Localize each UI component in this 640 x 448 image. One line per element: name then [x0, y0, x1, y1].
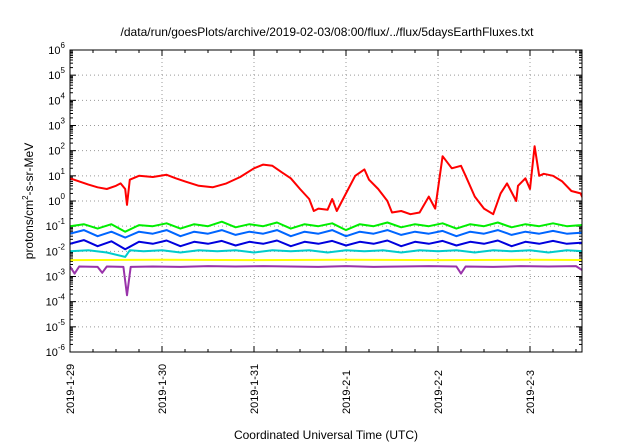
y-tick-label: 102	[48, 142, 65, 158]
series-line-4	[70, 239, 582, 251]
plot-frame	[69, 49, 583, 353]
series-line-1	[70, 145, 582, 216]
y-tick-label: 106	[48, 41, 65, 57]
x-tick-label: 2019-1-31	[249, 364, 261, 414]
x-tick-label: 2019-2-1	[341, 370, 353, 414]
y-tick-label: 105	[48, 66, 65, 82]
y-tick-label: 100	[48, 192, 65, 208]
x-tick-label: 2019-1-30	[157, 364, 169, 414]
series-line-5	[70, 249, 582, 258]
series-group	[70, 145, 582, 297]
y-axis-label: protons/cm2-s-sr-MeV	[21, 143, 36, 259]
y-tick-label: 10-1	[46, 217, 66, 233]
x-tick-label: 2019-2-2	[433, 370, 445, 414]
y-tick-label: 10-5	[46, 318, 66, 334]
x-tick-label: 2019-2-3	[525, 370, 537, 414]
y-tick-label: 103	[48, 117, 65, 133]
series-line-3	[70, 229, 582, 239]
series-line-7	[70, 265, 582, 297]
y-tick-label: 10-2	[46, 242, 66, 258]
y-tick-label: 10-6	[46, 343, 66, 359]
y-tick-label: 104	[48, 91, 65, 107]
y-tick-label: 10-3	[46, 268, 66, 284]
x-tick-label: 2019-1-29	[65, 364, 77, 414]
y-tick-label: 101	[48, 167, 65, 183]
x-axis-label: Coordinated Universal Time (UTC)	[234, 428, 418, 442]
chart-title: /data/run/goesPlots/archive/2019-02-03/0…	[121, 25, 535, 39]
series-line-2	[70, 220, 582, 233]
y-tick-label: 10-4	[46, 293, 66, 309]
